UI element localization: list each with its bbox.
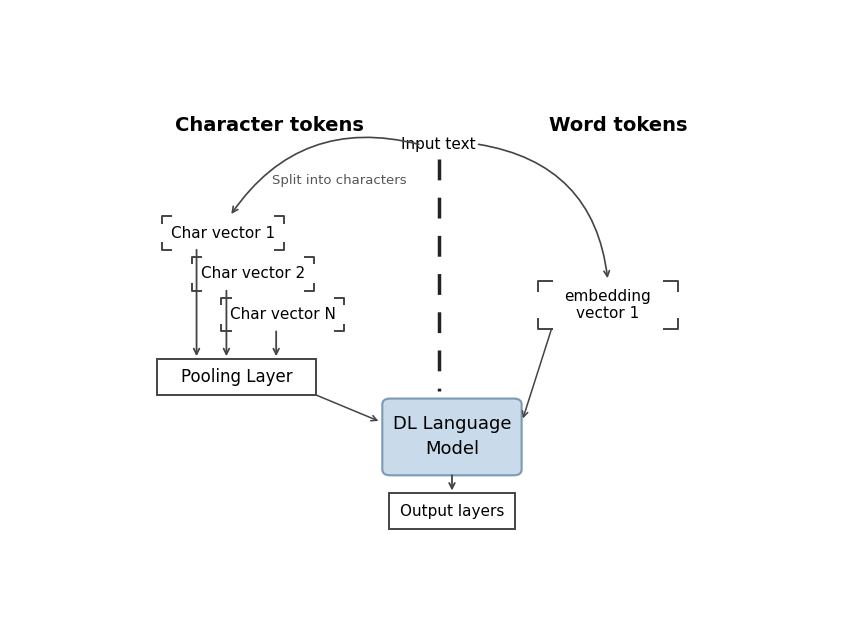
Text: Char vector N: Char vector N bbox=[230, 307, 336, 322]
Text: Char vector 1: Char vector 1 bbox=[171, 226, 275, 240]
FancyBboxPatch shape bbox=[383, 399, 521, 475]
Text: Character tokens: Character tokens bbox=[175, 116, 364, 135]
Text: DL Language
Model: DL Language Model bbox=[393, 416, 511, 459]
Text: Char vector 2: Char vector 2 bbox=[201, 267, 305, 282]
FancyBboxPatch shape bbox=[389, 493, 515, 530]
Text: Output layers: Output layers bbox=[400, 504, 504, 519]
Text: embedding
vector 1: embedding vector 1 bbox=[564, 289, 651, 321]
Text: Input text: Input text bbox=[401, 137, 476, 152]
FancyBboxPatch shape bbox=[157, 359, 316, 395]
Text: Word tokens: Word tokens bbox=[549, 116, 687, 135]
Text: Split into characters: Split into characters bbox=[272, 174, 407, 187]
Text: Pooling Layer: Pooling Layer bbox=[181, 368, 292, 386]
